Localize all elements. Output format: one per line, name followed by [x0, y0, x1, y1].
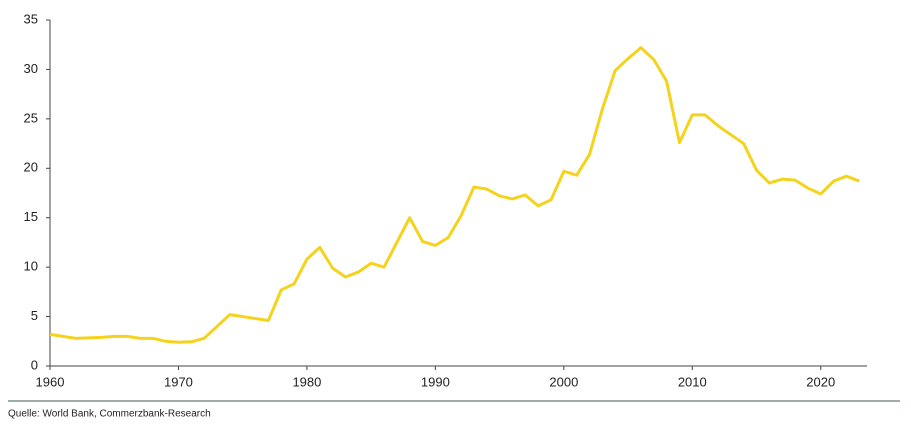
- y-tick-label: 5: [31, 308, 38, 323]
- source: Quelle: World Bank, Commerzbank-Research: [8, 409, 211, 420]
- y-tick-label: 15: [24, 209, 38, 224]
- y-tick-label: 25: [24, 110, 38, 125]
- x-tick-label: 1980: [292, 374, 321, 389]
- y-tick-label: 30: [24, 61, 38, 76]
- x-tick-label: 1960: [36, 374, 65, 389]
- y-tick-label: 0: [31, 357, 38, 372]
- x-tick-label: 2020: [806, 374, 835, 389]
- y-tick-label: 35: [24, 11, 38, 26]
- y-tick-label: 20: [24, 160, 38, 175]
- x-tick-label: 1990: [421, 374, 450, 389]
- y-tick-label: 10: [24, 259, 38, 274]
- x-tick-label: 1970: [164, 374, 193, 389]
- x-tick-label: 2000: [549, 374, 578, 389]
- line: [49, 46, 860, 344]
- x-tick-label: 2010: [678, 374, 707, 389]
